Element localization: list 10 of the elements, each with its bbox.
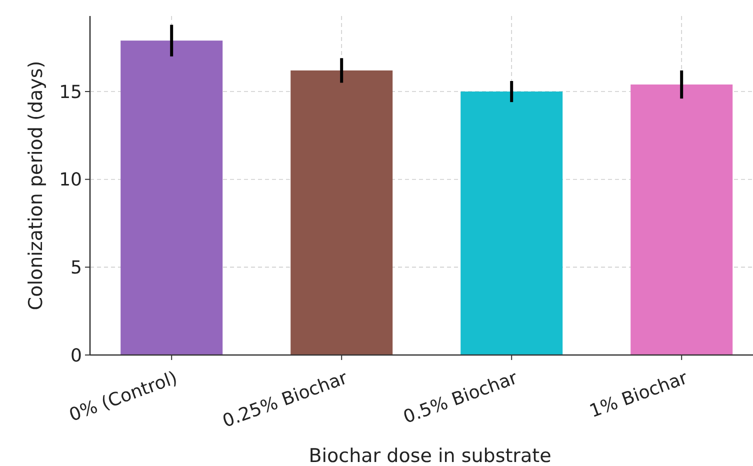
y-axis-title: Colonization period (days) — [25, 60, 47, 310]
y-tick-label: 0 — [70, 345, 82, 366]
x-axis-title: Biochar dose in substrate — [308, 445, 552, 466]
y-tick-label: 15 — [59, 82, 82, 103]
y-tick-label: 5 — [70, 257, 82, 278]
bar — [120, 40, 223, 355]
y-tick-label: 10 — [59, 170, 82, 191]
bar — [630, 84, 733, 355]
bar — [460, 92, 563, 355]
bar — [290, 70, 393, 355]
